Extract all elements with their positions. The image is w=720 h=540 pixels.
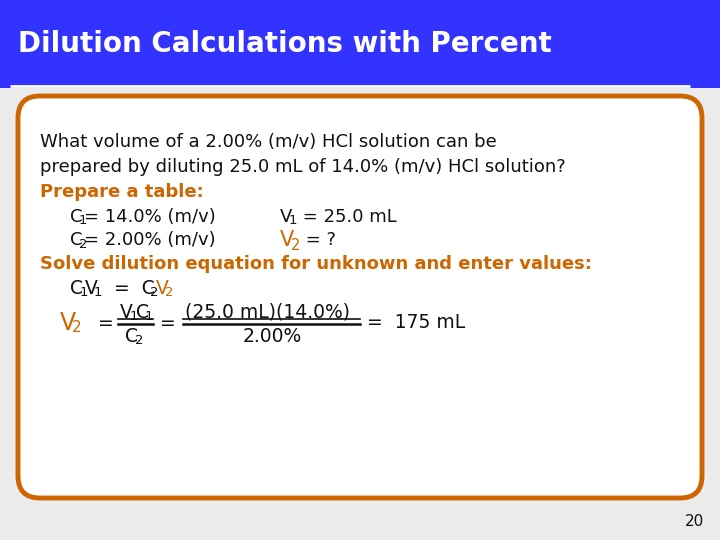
Text: =  175 mL: = 175 mL: [367, 314, 465, 333]
Text: (25.0 mL)(14.0%): (25.0 mL)(14.0%): [185, 302, 350, 321]
Bar: [0, 0, 720, 88]
Text: =  C: = C: [102, 279, 155, 298]
Text: 2: 2: [291, 238, 300, 253]
Text: 1: 1: [94, 286, 102, 299]
Text: 1: 1: [145, 309, 153, 322]
Text: 1: 1: [130, 309, 138, 322]
Text: = 2.00% (m/v): = 2.00% (m/v): [84, 231, 215, 249]
Text: 1: 1: [79, 286, 88, 299]
Text: 2: 2: [72, 321, 81, 335]
Text: V: V: [280, 230, 294, 250]
Text: 1: 1: [78, 214, 87, 227]
Text: V: V: [280, 208, 292, 226]
Text: V: V: [85, 279, 98, 298]
Text: Dilution Calculations with Percent: Dilution Calculations with Percent: [18, 30, 552, 58]
Text: 2: 2: [150, 286, 158, 299]
Text: 1: 1: [289, 214, 297, 227]
Text: V: V: [60, 311, 76, 335]
Text: C: C: [70, 279, 83, 298]
Text: C: C: [125, 327, 138, 346]
Text: = ?: = ?: [300, 231, 336, 249]
Text: What volume of a 2.00% (m/v) HCl solution can be: What volume of a 2.00% (m/v) HCl solutio…: [40, 133, 497, 151]
Text: prepared by diluting 25.0 mL of 14.0% (m/v) HCl solution?: prepared by diluting 25.0 mL of 14.0% (m…: [40, 158, 566, 176]
Text: C: C: [70, 231, 83, 249]
Text: 2.00%: 2.00%: [243, 327, 302, 346]
FancyBboxPatch shape: [18, 96, 702, 498]
Text: = 25.0 mL: = 25.0 mL: [297, 208, 397, 226]
Text: Prepare a table:: Prepare a table:: [40, 183, 204, 201]
Text: 2: 2: [135, 334, 143, 347]
Text: =: =: [160, 314, 176, 333]
Text: Solve dilution equation for unknown and enter values:: Solve dilution equation for unknown and …: [40, 255, 592, 273]
Text: 20: 20: [685, 515, 705, 530]
Text: = 14.0% (m/v): = 14.0% (m/v): [84, 208, 216, 226]
Text: V: V: [156, 279, 169, 298]
Text: =: =: [98, 314, 114, 333]
Text: V: V: [120, 302, 133, 321]
Text: 2: 2: [165, 286, 174, 299]
Text: 2: 2: [78, 238, 87, 251]
Text: C: C: [136, 302, 149, 321]
Text: C: C: [70, 208, 83, 226]
